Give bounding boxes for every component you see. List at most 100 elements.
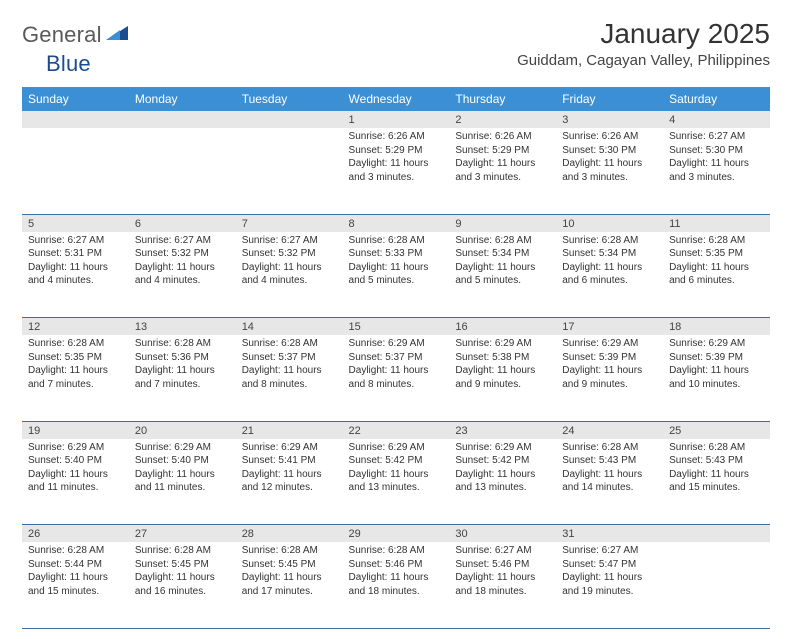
- day-number: 21: [236, 421, 343, 439]
- day-header: Saturday: [663, 87, 770, 111]
- day-cell: Sunrise: 6:27 AMSunset: 5:31 PMDaylight:…: [22, 232, 129, 318]
- day-line: Sunset: 5:46 PM: [349, 558, 444, 572]
- day-line: Sunrise: 6:27 AM: [562, 544, 657, 558]
- day-line: Sunset: 5:36 PM: [135, 351, 230, 365]
- day-number: 3: [556, 111, 663, 128]
- day-line: Sunset: 5:47 PM: [562, 558, 657, 572]
- day-line: and 3 minutes.: [349, 171, 444, 185]
- day-content: Sunrise: 6:29 AMSunset: 5:39 PMDaylight:…: [663, 335, 770, 395]
- day-line: and 3 minutes.: [562, 171, 657, 185]
- day-line: Daylight: 11 hours: [135, 364, 230, 378]
- month-title: January 2025: [517, 18, 770, 50]
- day-line: Sunrise: 6:28 AM: [669, 441, 764, 455]
- day-line: Daylight: 11 hours: [669, 261, 764, 275]
- day-line: Sunset: 5:32 PM: [135, 247, 230, 261]
- day-cell: Sunrise: 6:28 AMSunset: 5:44 PMDaylight:…: [22, 542, 129, 628]
- day-content: Sunrise: 6:26 AMSunset: 5:30 PMDaylight:…: [556, 128, 663, 188]
- day-cell: Sunrise: 6:29 AMSunset: 5:40 PMDaylight:…: [22, 439, 129, 525]
- day-content: Sunrise: 6:28 AMSunset: 5:45 PMDaylight:…: [236, 542, 343, 602]
- day-content: Sunrise: 6:29 AMSunset: 5:39 PMDaylight:…: [556, 335, 663, 395]
- day-number: 2: [449, 111, 556, 128]
- day-line: Sunset: 5:45 PM: [135, 558, 230, 572]
- day-number: 27: [129, 525, 236, 543]
- day-line: Sunset: 5:39 PM: [562, 351, 657, 365]
- day-cell: [236, 128, 343, 214]
- day-line: and 12 minutes.: [242, 481, 337, 495]
- day-cell: Sunrise: 6:26 AMSunset: 5:30 PMDaylight:…: [556, 128, 663, 214]
- day-cell: Sunrise: 6:28 AMSunset: 5:35 PMDaylight:…: [22, 335, 129, 421]
- day-cell: [22, 128, 129, 214]
- day-line: Daylight: 11 hours: [28, 364, 123, 378]
- day-content: Sunrise: 6:29 AMSunset: 5:42 PMDaylight:…: [343, 439, 450, 499]
- title-block: January 2025 Guiddam, Cagayan Valley, Ph…: [517, 18, 770, 69]
- day-line: Sunrise: 6:28 AM: [349, 544, 444, 558]
- day-cell: Sunrise: 6:27 AMSunset: 5:32 PMDaylight:…: [129, 232, 236, 318]
- day-line: Sunset: 5:34 PM: [562, 247, 657, 261]
- day-line: Sunrise: 6:29 AM: [455, 337, 550, 351]
- day-line: Daylight: 11 hours: [562, 157, 657, 171]
- day-cell: Sunrise: 6:29 AMSunset: 5:42 PMDaylight:…: [449, 439, 556, 525]
- day-line: and 4 minutes.: [242, 274, 337, 288]
- logo-triangle-icon: [106, 24, 128, 45]
- day-cell: Sunrise: 6:28 AMSunset: 5:45 PMDaylight:…: [236, 542, 343, 628]
- day-header: Monday: [129, 87, 236, 111]
- day-line: Sunrise: 6:28 AM: [562, 234, 657, 248]
- day-line: Sunset: 5:41 PM: [242, 454, 337, 468]
- day-cell: Sunrise: 6:28 AMSunset: 5:33 PMDaylight:…: [343, 232, 450, 318]
- day-line: Daylight: 11 hours: [562, 364, 657, 378]
- day-line: and 7 minutes.: [135, 378, 230, 392]
- day-line: and 11 minutes.: [135, 481, 230, 495]
- day-line: Daylight: 11 hours: [562, 261, 657, 275]
- day-line: Sunset: 5:44 PM: [28, 558, 123, 572]
- day-line: and 6 minutes.: [669, 274, 764, 288]
- day-line: Sunrise: 6:27 AM: [135, 234, 230, 248]
- day-line: Sunrise: 6:26 AM: [562, 130, 657, 144]
- day-line: Sunset: 5:29 PM: [349, 144, 444, 158]
- day-number: 20: [129, 421, 236, 439]
- day-number: 22: [343, 421, 450, 439]
- day-number: 8: [343, 214, 450, 232]
- day-line: Daylight: 11 hours: [135, 468, 230, 482]
- day-line: Daylight: 11 hours: [669, 468, 764, 482]
- day-line: Daylight: 11 hours: [455, 364, 550, 378]
- logo-text-2: Blue: [46, 51, 91, 77]
- day-header: Tuesday: [236, 87, 343, 111]
- calendar-head: SundayMondayTuesdayWednesdayThursdayFrid…: [22, 87, 770, 111]
- day-cell: Sunrise: 6:28 AMSunset: 5:45 PMDaylight:…: [129, 542, 236, 628]
- day-content: Sunrise: 6:27 AMSunset: 5:32 PMDaylight:…: [236, 232, 343, 292]
- day-line: Sunrise: 6:29 AM: [135, 441, 230, 455]
- day-number: 17: [556, 318, 663, 336]
- day-line: and 11 minutes.: [28, 481, 123, 495]
- calendar-body: 1234Sunrise: 6:26 AMSunset: 5:29 PMDayli…: [22, 111, 770, 628]
- day-line: Sunset: 5:43 PM: [669, 454, 764, 468]
- day-number: 7: [236, 214, 343, 232]
- day-line: Daylight: 11 hours: [562, 571, 657, 585]
- day-line: Daylight: 11 hours: [349, 261, 444, 275]
- day-line: Sunset: 5:43 PM: [562, 454, 657, 468]
- day-number: [129, 111, 236, 128]
- day-content: Sunrise: 6:28 AMSunset: 5:46 PMDaylight:…: [343, 542, 450, 602]
- day-line: Daylight: 11 hours: [455, 261, 550, 275]
- day-line: Sunset: 5:46 PM: [455, 558, 550, 572]
- day-content: Sunrise: 6:26 AMSunset: 5:29 PMDaylight:…: [343, 128, 450, 188]
- day-number: 24: [556, 421, 663, 439]
- logo: General: [22, 22, 130, 48]
- day-line: Daylight: 11 hours: [349, 157, 444, 171]
- day-line: Daylight: 11 hours: [455, 468, 550, 482]
- day-content: Sunrise: 6:29 AMSunset: 5:40 PMDaylight:…: [129, 439, 236, 499]
- day-line: and 18 minutes.: [455, 585, 550, 599]
- day-content: Sunrise: 6:28 AMSunset: 5:37 PMDaylight:…: [236, 335, 343, 395]
- day-line: Sunset: 5:42 PM: [455, 454, 550, 468]
- day-line: Daylight: 11 hours: [455, 157, 550, 171]
- day-cell: Sunrise: 6:28 AMSunset: 5:43 PMDaylight:…: [663, 439, 770, 525]
- day-line: Sunrise: 6:28 AM: [28, 337, 123, 351]
- day-line: Sunrise: 6:28 AM: [349, 234, 444, 248]
- day-line: and 7 minutes.: [28, 378, 123, 392]
- day-line: Sunrise: 6:29 AM: [242, 441, 337, 455]
- day-line: and 15 minutes.: [669, 481, 764, 495]
- day-number: 1: [343, 111, 450, 128]
- day-cell: [663, 542, 770, 628]
- day-content: [663, 542, 770, 548]
- day-line: Sunset: 5:35 PM: [669, 247, 764, 261]
- day-line: and 10 minutes.: [669, 378, 764, 392]
